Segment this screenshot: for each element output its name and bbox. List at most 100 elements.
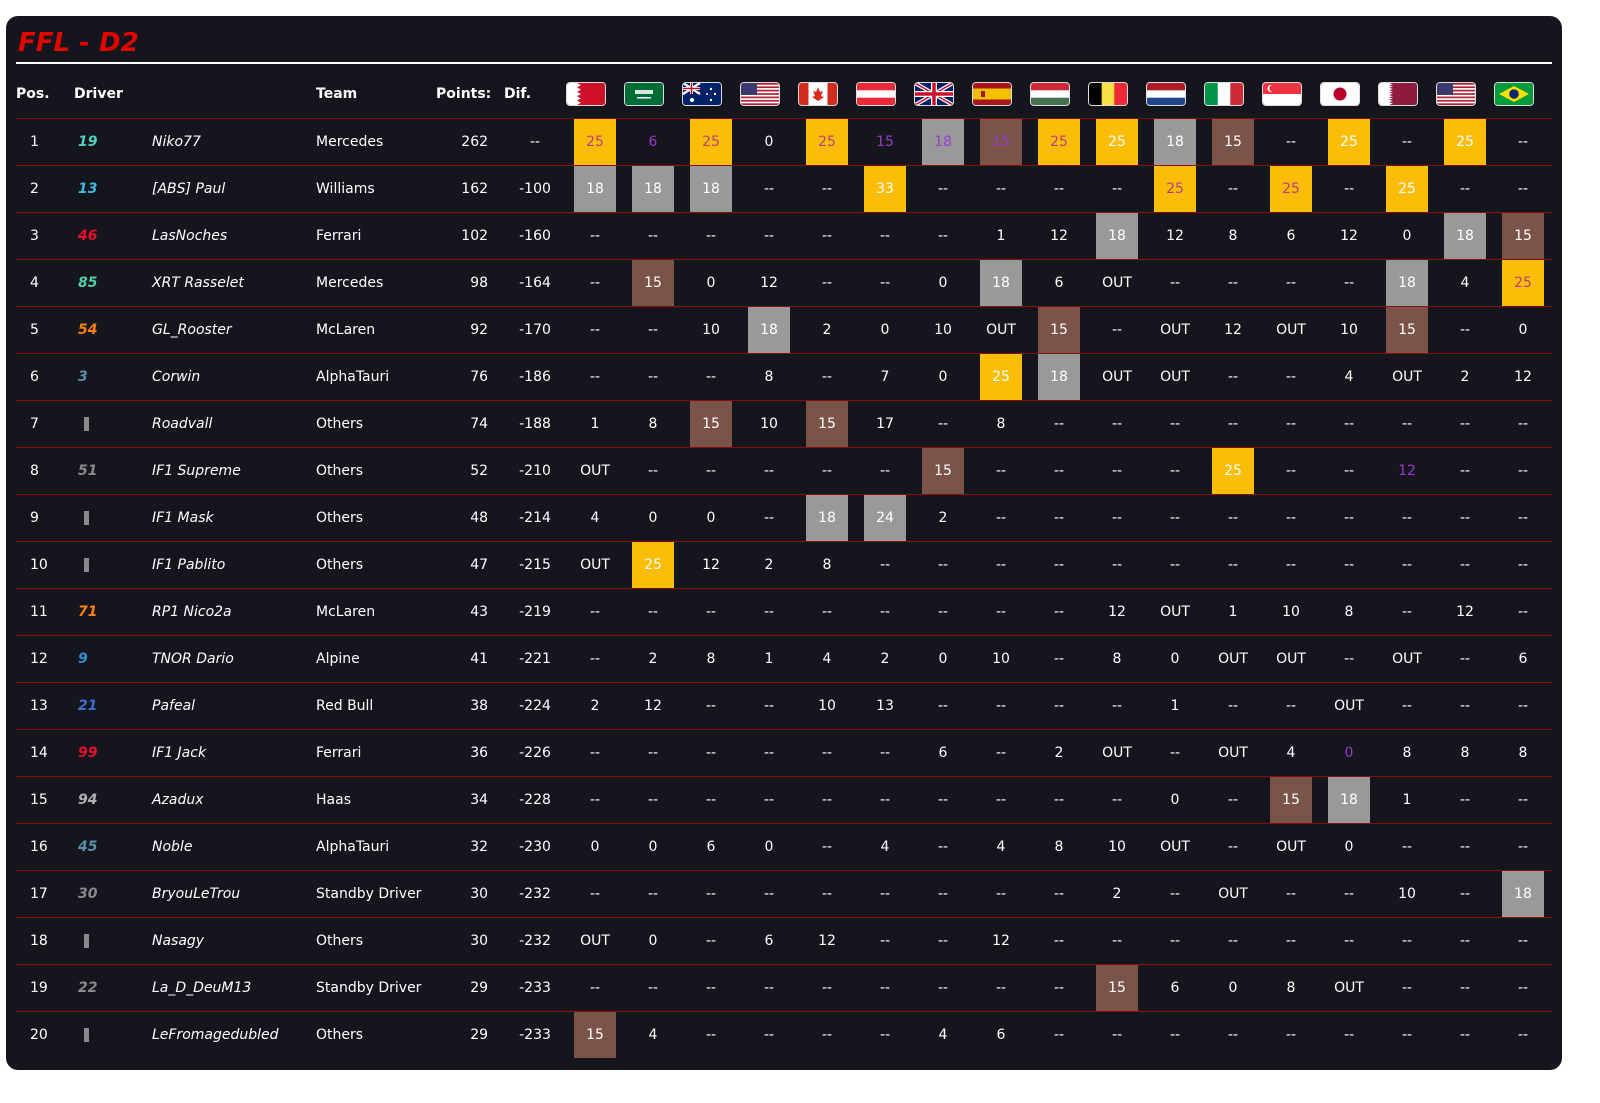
result-value: OUT	[1102, 745, 1132, 761]
table-row[interactable]: 3 46 LasNoches Ferrari 102 -160 -- -- -- -- -- -- --…	[16, 212, 1553, 260]
race-result-cell: 8	[1030, 823, 1089, 871]
race-result-cell: 4	[914, 1011, 973, 1058]
race-result-cell: --	[856, 259, 915, 307]
race-result-cell: --	[1436, 635, 1495, 683]
result-value: --	[647, 369, 659, 385]
race-result-cell: 12	[624, 682, 683, 730]
points-cell: 30	[436, 870, 505, 918]
race-result-cell: --	[1204, 494, 1263, 542]
result-value: 10	[1108, 839, 1126, 855]
result-value: --	[1053, 181, 1065, 197]
table-row[interactable]: 12 9 TNOR Dario Alpine 41 -221 -- 2 8 1 4 2 0 10 -- 8 0 O…	[16, 635, 1553, 683]
result-value: --	[1459, 463, 1471, 479]
race-result-cell: OUT	[1088, 729, 1147, 777]
result-value: --	[821, 792, 833, 808]
driver-name: Corwin	[152, 353, 317, 401]
table-row[interactable]: 20 LeFromagedubled Others 29 -233 15 4 -- -- -- --…	[16, 1011, 1553, 1058]
result-value: OUT	[1392, 369, 1422, 385]
race-result-cell: 6	[972, 1011, 1031, 1058]
table-row[interactable]: 10 IF1 Pablito Others 47 -215 OUT 25 12 2 8 -- -- --…	[16, 541, 1553, 589]
result-value: OUT	[1160, 839, 1190, 855]
table-row[interactable]: 17 30 BryouLeTrou Standby Driver 30 -232 -- -- -…	[16, 870, 1553, 918]
table-row[interactable]: 7 Roadvall Others 74 -188 1 8 15 10 15 17 -- 8 -- -- --…	[16, 400, 1553, 448]
result-value: --	[879, 463, 891, 479]
result-value: 0	[590, 839, 600, 855]
race-11-header	[1146, 70, 1205, 119]
race-result-cell: --	[1030, 588, 1089, 636]
race-result-cell: OUT	[1262, 635, 1321, 683]
header-row: Pos. Driver Team Points: Dif.	[16, 70, 1553, 119]
difference-cell: -228	[504, 776, 567, 824]
table-row[interactable]: 15 94 Azadux Haas 34 -228 -- -- -- -- -- -- -- -- -- --…	[16, 776, 1553, 824]
race-result-cell: --	[740, 494, 799, 542]
result-value: 25	[1038, 119, 1081, 165]
table-row[interactable]: 18 Nasagy Others 30 -232 OUT 0 -- 6 12 -- -- 12 -- -- -…	[16, 917, 1553, 965]
result-value: --	[705, 933, 717, 949]
result-value: --	[589, 228, 601, 244]
table-row[interactable]: 4 85 XRT Rasselet Mercedes 98 -164 -- 15 0 12 -- --…	[16, 259, 1553, 307]
race-result-cell: 18	[798, 494, 857, 542]
table-row[interactable]: 1 19 Niko77 Mercedes 262 -- 25 6 25 0 25 15 18 15 25 25…	[16, 118, 1553, 166]
race-result-cell: 10	[1088, 823, 1147, 871]
race-result-cell: --	[1320, 1011, 1379, 1058]
difference-cell: -230	[504, 823, 567, 871]
team-name: Others	[316, 541, 437, 589]
race-result-cell: OUT	[1320, 682, 1379, 730]
result-value: 18	[1502, 871, 1545, 917]
race-result-cell: --	[624, 729, 683, 777]
race-result-cell: --	[1030, 447, 1089, 495]
race-result-cell: --	[1378, 588, 1437, 636]
result-value: 1	[1228, 604, 1238, 620]
driver-name: BryouLeTrou	[152, 870, 317, 918]
race-7-header	[914, 70, 973, 119]
table-row[interactable]: 11 71 RP1 Nico2a McLaren 43 -219 -- -- -- -- -- -- -…	[16, 588, 1553, 636]
result-value: 8	[996, 416, 1006, 432]
table-row[interactable]: 8 51 IF1 Supreme Others 52 -210 OUT -- -- -- -- -- 1…	[16, 447, 1553, 495]
result-value: OUT	[1392, 651, 1422, 667]
result-value: OUT	[1218, 745, 1248, 761]
race-17-header	[1494, 70, 1553, 119]
race-result-cell: --	[624, 870, 683, 918]
result-value: 18	[806, 495, 849, 541]
table-row[interactable]: 6 3 Corwin AlphaTauri 76 -186 -- -- -- 8 -- 7 0 25 18 O…	[16, 353, 1553, 401]
result-value: --	[1053, 651, 1065, 667]
result-value: --	[821, 1027, 833, 1043]
race-result-cell: --	[1204, 682, 1263, 730]
table-row[interactable]: 2 13 [ABS] Paul Williams 162 -100 18 18 18 -- -- 33…	[16, 165, 1553, 213]
table-row[interactable]: 19 22 La_D_DeuM13 Standby Driver 29 -233 -- -- -…	[16, 964, 1553, 1012]
race-result-cell: 8	[1204, 212, 1263, 260]
result-value: --	[705, 698, 717, 714]
race-result-cell: --	[1378, 118, 1437, 166]
race-result-cell: --	[566, 353, 625, 401]
race-result-cell: --	[1494, 823, 1553, 871]
race-result-cell: 1	[1146, 682, 1205, 730]
result-value: 18	[748, 307, 791, 353]
race-result-cell: 4	[1320, 353, 1379, 401]
race-result-cell: --	[566, 870, 625, 918]
race-result-cell: 10	[1320, 306, 1379, 354]
table-row[interactable]: 13 21 Pafeal Red Bull 38 -224 2 12 -- -- 10 13 -- -- -…	[16, 682, 1553, 730]
race-result-cell: OUT	[972, 306, 1031, 354]
race-result-cell: 25	[1436, 118, 1495, 166]
driver-name: RP1 Nico2a	[152, 588, 317, 636]
race-result-cell: 10	[682, 306, 741, 354]
race-8-header	[972, 70, 1031, 119]
driver-name: LasNoches	[152, 212, 317, 260]
result-value: --	[937, 886, 949, 902]
result-value: --	[763, 604, 775, 620]
race-result-cell: --	[914, 588, 973, 636]
table-row[interactable]: 9 IF1 Mask Others 48 -214 4 0 0 -- 18 24 2 -- -- -- -- -…	[16, 494, 1553, 542]
race-result-cell: 18	[1378, 259, 1437, 307]
table-row[interactable]: 14 99 IF1 Jack Ferrari 36 -226 -- -- -- -- -- -- 6 --…	[16, 729, 1553, 777]
table-row[interactable]: 5 54 GL_Rooster McLaren 92 -170 -- -- 10 18 2 0 10 OU…	[16, 306, 1553, 354]
driver-name: IF1 Mask	[152, 494, 317, 542]
result-value: --	[937, 416, 949, 432]
race-result-cell: --	[798, 447, 857, 495]
result-value: 6	[764, 933, 774, 949]
result-value: 18	[632, 166, 675, 212]
race-result-cell: 8	[1436, 729, 1495, 777]
difference-cell: -226	[504, 729, 567, 777]
result-value: --	[589, 369, 601, 385]
table-row[interactable]: 16 45 Noble AlphaTauri 32 -230 0 0 6 0 -- 4 -- 4 8 10 OU…	[16, 823, 1553, 871]
race-result-cell: 18	[1436, 212, 1495, 260]
